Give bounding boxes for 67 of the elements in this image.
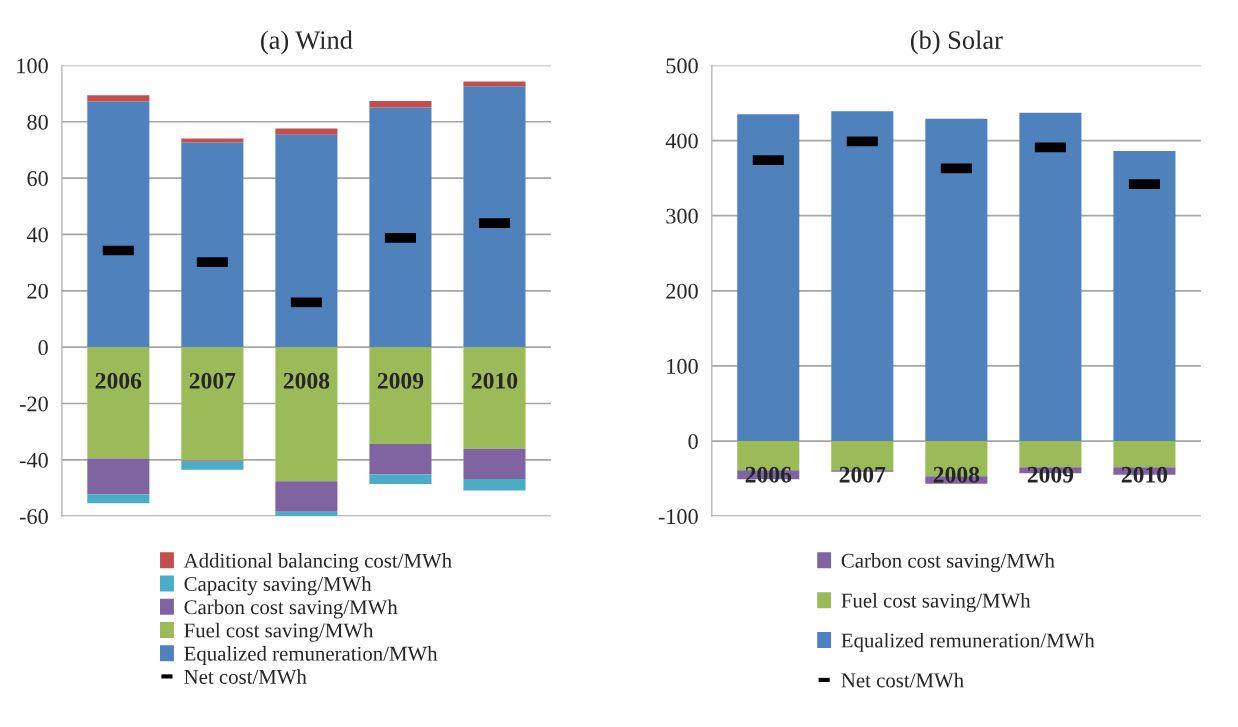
- bar: [181, 138, 244, 143]
- x-tick-label: 2008: [283, 372, 330, 389]
- legend-label: Fuel cost saving/MWh: [841, 592, 1031, 612]
- x-tick-label: 2010: [471, 372, 518, 389]
- x-tick-label: 2009: [377, 372, 424, 389]
- bar: [275, 511, 338, 516]
- y-tick-label: 500: [666, 58, 698, 74]
- x-tick-label: 2007: [839, 466, 886, 483]
- y-tick-label: -40: [19, 452, 48, 468]
- legend-label: Net cost/MWh: [841, 672, 964, 688]
- legend-label: Carbon cost saving/MWh: [184, 599, 398, 619]
- x-tick-label: 2006: [745, 466, 792, 483]
- chart-title: (a) Wind: [261, 30, 353, 55]
- bar: [463, 478, 526, 491]
- y-tick-label: 300: [666, 208, 698, 224]
- y-tick-label: 400: [665, 133, 698, 149]
- y-tick-label: 200: [666, 283, 698, 299]
- bar: [1113, 151, 1176, 442]
- bar: [463, 448, 526, 479]
- y-tick-label: 60: [27, 171, 48, 187]
- bar: [275, 134, 338, 348]
- legend-label: Equalized remuneration/MWh: [841, 632, 1095, 652]
- x-tick-label: 2010: [1121, 466, 1168, 483]
- bar: [925, 118, 988, 442]
- bar: [1113, 441, 1176, 468]
- bar: [87, 494, 150, 504]
- bar: [369, 347, 432, 445]
- bar: [1019, 112, 1082, 442]
- bar: [275, 347, 338, 482]
- bar: [87, 95, 150, 102]
- y-tick-label: 100: [667, 358, 698, 374]
- bar: [1019, 441, 1082, 468]
- legend-label: Equalized remuneration/MWh: [184, 646, 438, 665]
- bar: [737, 114, 800, 442]
- x-tick-label: 2007: [189, 372, 236, 389]
- y-tick-label: -100: [658, 509, 698, 525]
- bar: [369, 107, 432, 348]
- y-tick-label: 40: [26, 227, 48, 243]
- y-tick-label: 0: [688, 433, 698, 449]
- y-tick-label: 80: [27, 114, 48, 130]
- y-tick-label: 20: [27, 283, 48, 299]
- legend-label: Fuel cost saving/MWh: [184, 622, 374, 642]
- legend-label: Net cost/MWh: [184, 669, 307, 685]
- chart-title: (b) Solar: [910, 30, 1003, 55]
- bar: [369, 474, 432, 485]
- legend-label: Carbon cost saving/MWh: [841, 553, 1055, 573]
- bar: [463, 86, 526, 348]
- bar: [463, 347, 526, 449]
- bar: [87, 347, 150, 459]
- bar: [181, 142, 244, 348]
- bar: [275, 128, 338, 135]
- bar: [369, 444, 432, 475]
- y-tick-label: 0: [38, 340, 48, 356]
- legend-label: Additional balancing cost/MWh: [183, 553, 452, 573]
- bar: [463, 81, 526, 87]
- bar: [87, 101, 150, 348]
- y-tick-label: 100: [17, 58, 48, 74]
- bar: [831, 111, 894, 442]
- bar: [275, 481, 338, 512]
- bar: [181, 347, 244, 461]
- bar: [87, 458, 150, 495]
- y-tick-label: -60: [19, 509, 48, 525]
- bar: [369, 100, 432, 108]
- legend-label: Capacity saving/MWh: [184, 576, 372, 596]
- bar: [181, 461, 244, 470]
- y-tick-label: -20: [19, 396, 48, 412]
- x-tick-label: 2006: [95, 372, 142, 389]
